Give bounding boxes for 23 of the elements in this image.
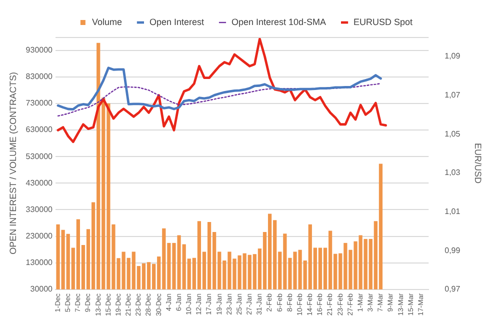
legend-label: EURUSD Spot bbox=[354, 16, 414, 27]
y2-axis-title: EUR/USD bbox=[473, 142, 484, 184]
y-tick-label: 30000 bbox=[30, 284, 54, 294]
y2-tick-label: 1,03 bbox=[444, 168, 461, 178]
y2-tick-label: 1,09 bbox=[444, 52, 461, 61]
y-tick-label: 230000 bbox=[26, 231, 54, 240]
y2-tick-label: 1,05 bbox=[444, 129, 461, 138]
y-tick-label: 530000 bbox=[26, 152, 54, 161]
y-tick-label: 730000 bbox=[26, 98, 54, 108]
y-tick-label: 430000 bbox=[26, 178, 54, 188]
y-tick-label: 330000 bbox=[26, 204, 54, 214]
y-tick-label: 830000 bbox=[26, 72, 54, 82]
y2-tick-label: 0,99 bbox=[444, 246, 461, 255]
y2-tick-label: 1,07 bbox=[444, 90, 461, 100]
y-tick-label: 630000 bbox=[26, 125, 54, 134]
y2-tick-label: 1,01 bbox=[444, 206, 461, 216]
legend-label: Volume bbox=[92, 16, 122, 27]
y2-tick-label: 0,97 bbox=[444, 284, 461, 294]
legend-label: Open Interest bbox=[149, 16, 204, 27]
legend-label: Open Interest 10d-SMA bbox=[231, 16, 326, 27]
y-tick-label: 130000 bbox=[26, 258, 54, 268]
y-tick-label: 930000 bbox=[26, 45, 54, 54]
y-axis-title: OPEN INTEREST / VOLUME (CONTRACTS) bbox=[8, 72, 18, 254]
